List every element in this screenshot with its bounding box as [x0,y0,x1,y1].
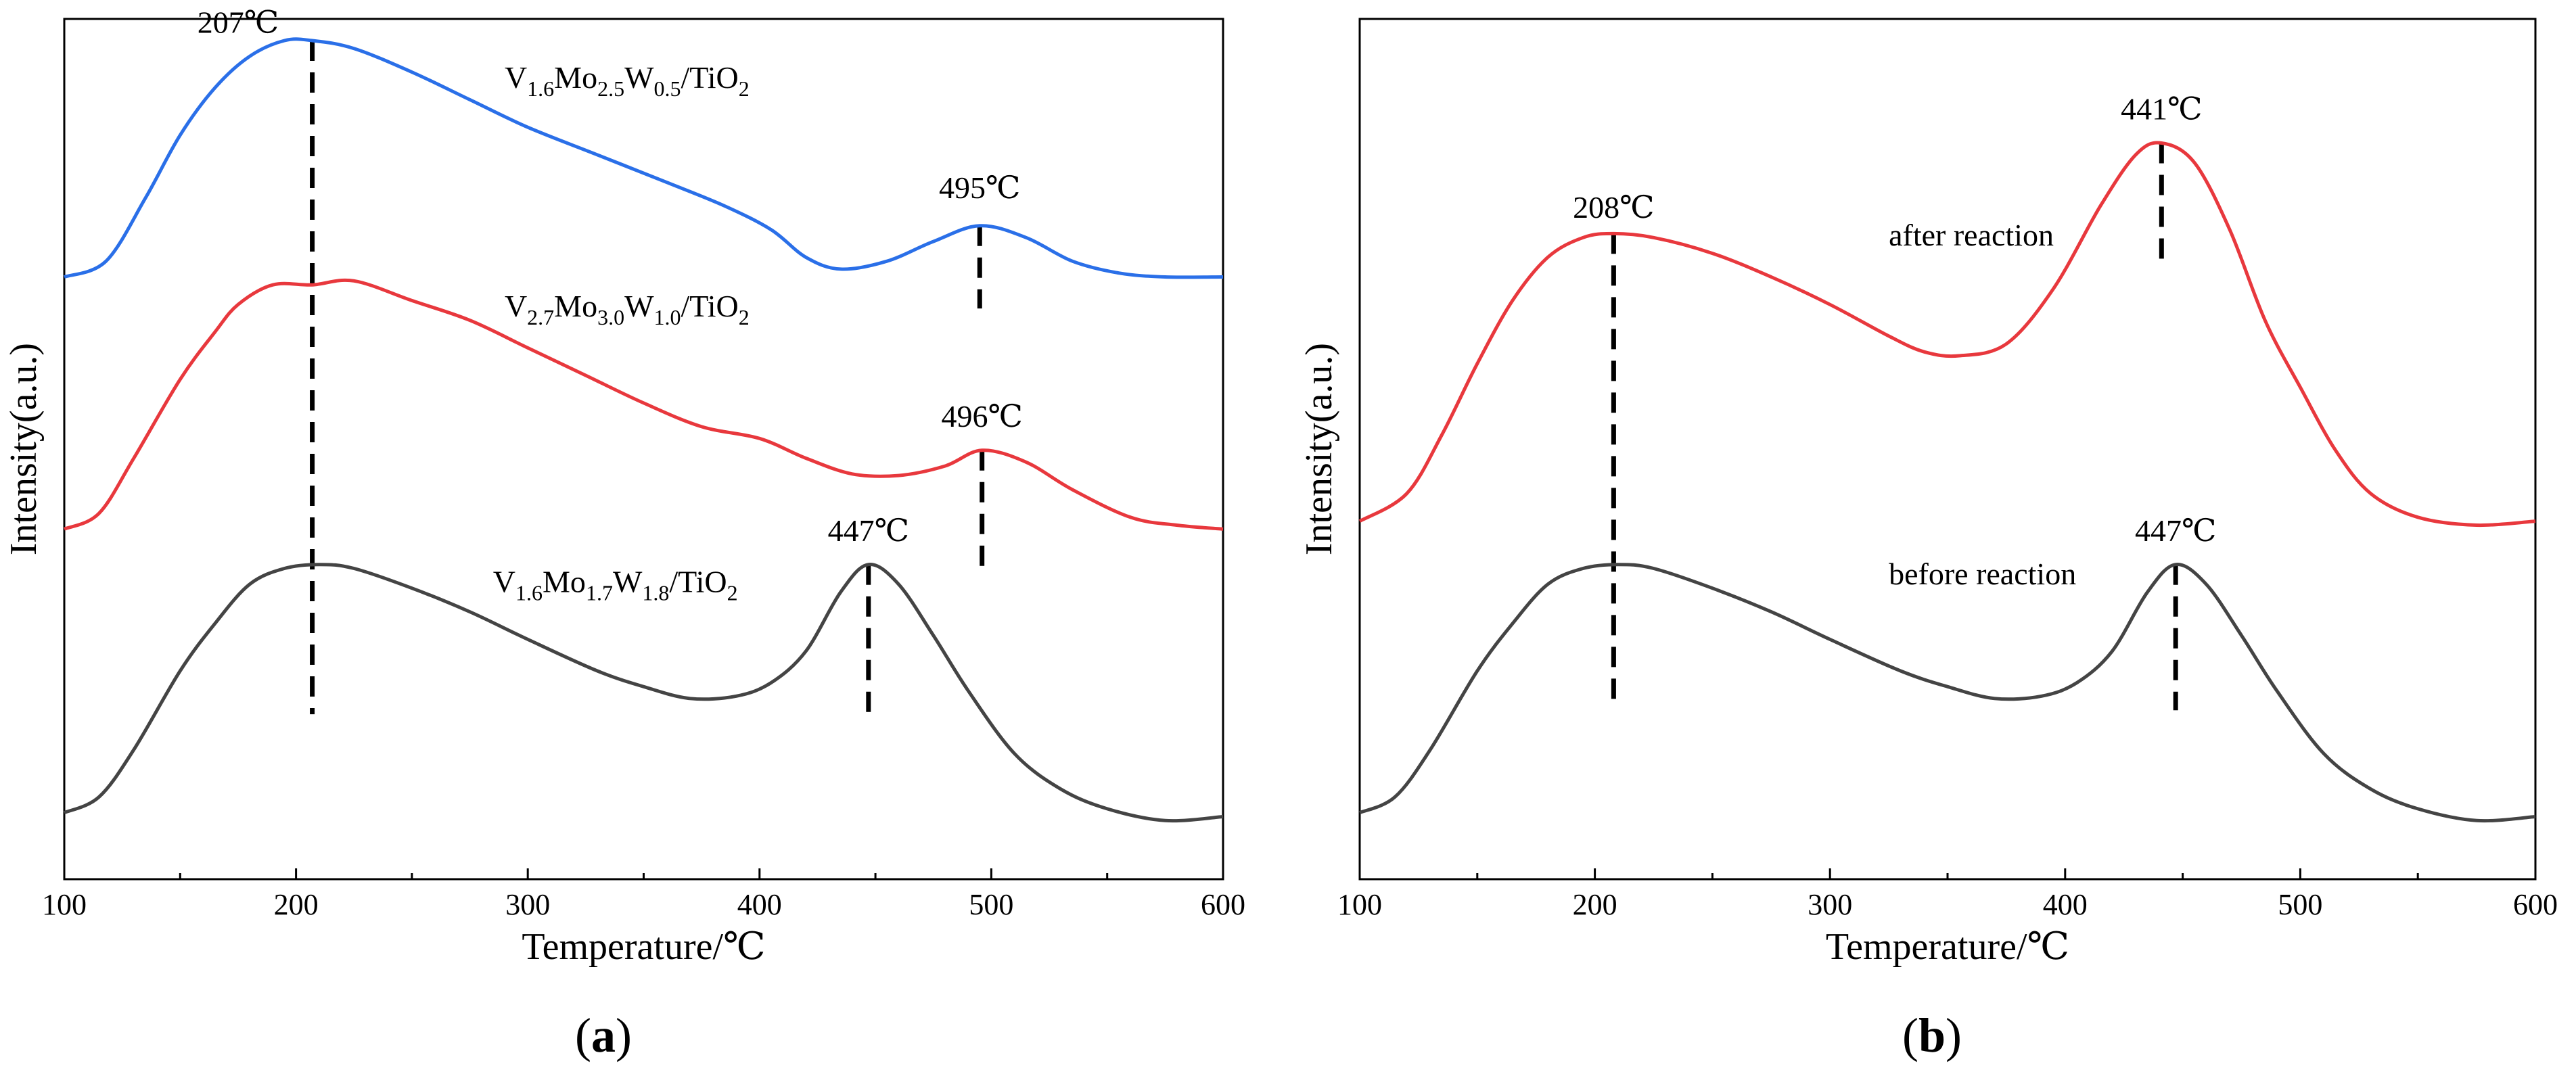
series-label: V1.6Mo1.7W1.8/TiO2 [493,565,738,605]
x-tick-label: 200 [274,888,319,921]
x-tick-label: 500 [2278,888,2322,921]
panel-a-tag-letter: a [591,1008,616,1062]
x-tick-label: 500 [969,888,1013,921]
series-line [1358,141,2536,528]
x-tick-label: 100 [42,888,87,921]
peak-label: 495℃ [939,170,1020,205]
peak-label: 208℃ [1573,190,1654,225]
y-axis-title: Intensity(a.u.) [1298,343,1340,555]
plot-frame [63,18,1224,881]
series-line [63,563,1224,823]
y-axis-title: Intensity(a.u.) [3,343,45,555]
series-label: before reaction [1889,557,2076,591]
x-tick-label: 300 [505,888,550,921]
peak-label: 496℃ [941,399,1022,434]
plot-frame [1358,18,2537,881]
panel-a-tag: (a) [575,1008,632,1062]
panel-b-chart: 100 200 300 400 500 600 Temperature/℃ Intensity… [1298,18,2558,968]
x-tick-label: 600 [2513,888,2558,921]
x-tick-label: 100 [1337,888,1382,921]
x-axis-title: Temperature/℃ [1826,926,2069,968]
x-axis-title: Temperature/℃ [522,926,765,968]
series-label: V1.6Mo2.5W0.5/TiO2 [505,60,750,101]
x-tick-label: 400 [2043,888,2088,921]
peak-label: 207℃ [198,5,279,39]
panel-a-chart: 100 200 300 400 500 600 Temperature/℃ Intensity… [3,5,1245,968]
x-tick-label: 200 [1573,888,1617,921]
series-label: V2.7Mo3.0W1.0/TiO2 [505,289,750,329]
series-line [63,278,1224,531]
series-line [1358,563,2536,823]
peak-label: 441℃ [2121,92,2202,126]
series-line [64,37,1224,279]
peak-label: 447℃ [828,513,909,548]
x-tick-label: 600 [1201,888,1245,921]
panel-b-tag: (b) [1902,1008,1962,1062]
x-tick-label: 400 [737,888,782,921]
panel-b-tag-letter: b [1918,1008,1946,1062]
series-label: after reaction [1889,218,2054,252]
peak-label: 447℃ [2135,513,2216,548]
x-tick-label: 300 [1808,888,1852,921]
